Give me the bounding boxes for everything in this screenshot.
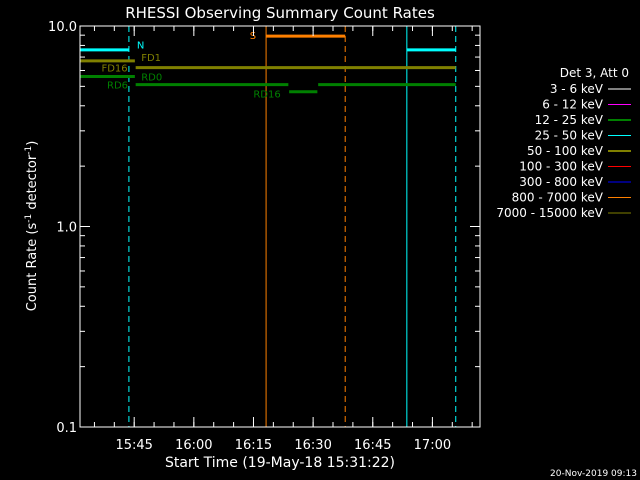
y-tick-label: 1.0 <box>56 221 77 236</box>
flag-label: FD16 <box>101 64 127 75</box>
legend-entry-label: 800 - 7000 keV <box>512 191 604 205</box>
x-tick-label: 17:00 <box>414 438 451 453</box>
legend-entry-label: 100 - 300 keV <box>519 160 603 174</box>
legend-entry-label: 25 - 50 keV <box>535 129 604 143</box>
legend-title: Det 3, Att 0 <box>560 66 629 80</box>
legend-entry-label: 3 - 6 keV <box>550 82 604 96</box>
x-tick-label: 16:00 <box>175 438 212 453</box>
axes: 15:45 16:00 16:15 16:30 16:45 17:00 0.1 1.0 10.0 <box>48 20 480 453</box>
flag-label: S <box>250 31 256 42</box>
x-tick-label: 15:45 <box>115 438 152 453</box>
y-axis-label-end: ) <box>25 141 40 146</box>
y-tick-label: 0.1 <box>56 421 77 436</box>
plot-area: N S FD1 FD16 RD0 RD6 RD16 <box>79 26 457 427</box>
y-axis-label-exp2: -1 <box>24 146 34 155</box>
y-axis-label-main: Count Rate (s <box>25 223 40 312</box>
legend-entry-label: 6 - 12 keV <box>542 98 604 112</box>
y-axis-label: Count Rate (s-1 detector-1) <box>24 141 40 312</box>
chart-title: RHESSI Observing Summary Count Rates <box>125 4 435 22</box>
flag-label: RD16 <box>253 90 280 101</box>
x-tick-label: 16:15 <box>235 438 272 453</box>
footer-timestamp: 20-Nov-2019 09:13 <box>550 469 637 479</box>
legend-entry-label: 50 - 100 keV <box>527 144 604 158</box>
flag-label: N <box>137 40 144 51</box>
legend-entry-label: 7000 - 15000 keV <box>496 206 603 220</box>
y-axis-label-mid: detector <box>25 154 40 214</box>
x-axis-label: Start Time (19-May-18 15:31:22) <box>165 455 395 471</box>
legend-entry-label: 300 - 800 keV <box>519 175 603 189</box>
flag-label: RD6 <box>107 81 128 92</box>
flag-label: RD0 <box>141 72 162 83</box>
x-tick-label: 16:45 <box>354 438 391 453</box>
legend-entry-label: 12 - 25 keV <box>535 113 604 127</box>
plot-frame <box>79 25 481 428</box>
x-tick-label: 16:30 <box>294 438 331 453</box>
y-axis-label-exp1: -1 <box>24 214 34 223</box>
y-tick-label: 10.0 <box>48 20 77 35</box>
flag-label: FD1 <box>141 53 161 64</box>
